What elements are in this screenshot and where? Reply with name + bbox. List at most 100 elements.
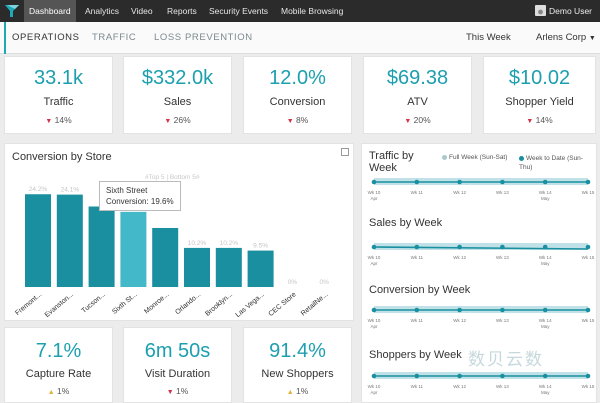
sales-line (373, 246, 589, 250)
kpi-change: ▼ 1% (124, 386, 231, 396)
top-nav: Dashboard Analytics Video Reports Securi… (0, 0, 600, 22)
kpi-value: 91.4% (269, 340, 326, 362)
kpi-change-value: 14% (54, 115, 72, 125)
category-label-1: Evanston... (44, 291, 75, 319)
sales-point-2 (457, 244, 462, 250)
bar-6 (215, 247, 242, 287)
kpi-card-new-shoppers[interactable]: 91.4% New Shoppers ▲ 1% (243, 327, 352, 403)
shoppers-week-label-5: Wk 15 (582, 384, 595, 389)
kpi-change-value: 1% (296, 386, 309, 396)
kpi-card-shopper-yield[interactable]: $10.02 Shopper Yield ▼ 14% (483, 56, 596, 134)
kpi-card-sales[interactable]: $332.0k Sales ▼ 26% (123, 56, 232, 134)
nav-mobile-browsing[interactable]: Mobile Browsing (281, 6, 344, 16)
kpi-label: ATV (407, 96, 428, 108)
shoppers-month-label-4: May (541, 390, 550, 395)
kpi-value: 7.1% (35, 340, 82, 362)
nav-analytics[interactable]: Analytics (85, 6, 120, 16)
watermark: 数贝云数 (468, 350, 544, 369)
category-label-8: CEC Store (268, 291, 298, 318)
arrow-down-icon: ▼ (166, 389, 174, 396)
bar-data-label-1: 24.1% (61, 187, 80, 194)
conversion-week-label-0: Wk 10 (368, 318, 381, 323)
nav-dashboard[interactable]: Dashboard (24, 0, 76, 22)
traffic-point-5 (585, 179, 591, 185)
nav-reports[interactable]: Reports (167, 6, 197, 16)
kpi-value: $332.0k (141, 67, 214, 89)
legend-full-week: Full Week (Sun-Sat) (442, 154, 507, 161)
user-menu[interactable]: Demo User (535, 0, 592, 22)
conversion-week-label-2: Wk 12 (453, 318, 466, 323)
bar-data-label-9: 0% (319, 279, 329, 286)
kpi-card-conversion[interactable]: 12.0% Conversion ▼ 8% (243, 56, 352, 134)
nav-video[interactable]: Video (131, 6, 153, 16)
bar-0 (25, 194, 51, 287)
kpi-change: ▼ 20% (364, 115, 471, 125)
tooltip-store: Sixth Street (106, 186, 148, 195)
conversion-point-1 (414, 307, 420, 313)
bar-data-label-5: 10.2% (188, 240, 207, 247)
kpi-card-capture-rate[interactable]: 7.1% Capture Rate ▲ 1% (4, 327, 113, 403)
kpi-value: $69.38 (386, 67, 449, 89)
arrow-down-icon: ▼ (164, 118, 172, 125)
traffic-week-label-3: Wk 13 (496, 190, 509, 195)
conversion-point-0 (371, 307, 377, 313)
kpi-label: New Shoppers (261, 368, 334, 380)
shoppers-by-week-title: Shoppers by Week (369, 349, 462, 361)
conversion-bar-chart: 24.2% Fremont... 24.1% Evanston... Tucson...… (14, 186, 330, 319)
arrow-down-icon: ▼ (45, 118, 53, 125)
chart-top-bottom-label: #Top 5 | Bottom 5# (145, 174, 200, 181)
kpi-value: 12.0% (269, 67, 326, 89)
traffic-point-3 (500, 179, 505, 185)
app-logo-icon[interactable] (4, 3, 20, 19)
traffic-point-0 (371, 179, 377, 185)
user-avatar-icon (535, 5, 547, 16)
arrow-down-icon: ▼ (404, 118, 412, 125)
tab-operations[interactable]: OPERATIONS (4, 22, 80, 54)
conversion-point-4 (542, 307, 548, 313)
legend-dot-icon (519, 155, 524, 161)
kpi-value: 6m 50s (144, 340, 211, 362)
shoppers-point-0 (371, 373, 377, 379)
kpi-change: ▲ 1% (244, 386, 351, 396)
period-selector[interactable]: This Week (466, 32, 511, 43)
tab-loss-prevention[interactable]: LOSS PREVENTION (154, 32, 253, 43)
category-label-6: Brooklyn... (204, 291, 234, 318)
bar-1 (56, 194, 83, 287)
conversion-week-label-4: Wk 14 (539, 318, 552, 323)
category-label-9: RetailNe... (300, 291, 330, 317)
bar-data-label-6: 10.2% (220, 240, 239, 247)
kpi-label: Capture Rate (25, 368, 92, 380)
chevron-down-icon: ▼ (588, 35, 596, 42)
traffic-week-label-1: Wk 11 (411, 190, 424, 195)
expand-icon[interactable] (341, 148, 349, 156)
trend-panels: Traffic by Week Full Week (Sun-Sat) Week… (361, 143, 597, 403)
kpi-label: Traffic (43, 96, 74, 108)
nav-security-events[interactable]: Security Events (209, 6, 269, 16)
sales-week-label-2: Wk 12 (453, 255, 466, 260)
kpi-card-visit-duration[interactable]: 6m 50s Visit Duration ▼ 1% (123, 327, 232, 403)
conversion-week-label-1: Wk 11 (411, 318, 424, 323)
shoppers-week-label-1: Wk 11 (411, 384, 424, 389)
kpi-value: 33.1k (34, 67, 83, 89)
tab-traffic[interactable]: TRAFFIC (92, 32, 137, 43)
conversion-point-2 (457, 307, 462, 313)
sales-point-0 (371, 244, 377, 250)
arrow-down-icon: ▼ (526, 118, 534, 125)
traffic-point-4 (542, 179, 548, 185)
org-selector[interactable]: Arlens Corp ▼ (536, 22, 596, 54)
traffic-month-label-4: May (541, 196, 550, 201)
conversion-week-label-5: Wk 15 (582, 318, 595, 323)
sales-point-5 (585, 244, 591, 250)
kpi-change: ▼ 8% (244, 115, 351, 125)
kpi-change-value: 1% (57, 386, 70, 396)
legend-label: Week to Date (Sun-Thu) (519, 155, 583, 171)
conversion-point-5 (585, 307, 591, 313)
category-label-5: Orlando... (174, 291, 202, 316)
traffic-week-label-0: Wk 10 (368, 190, 381, 195)
kpi-card-atv[interactable]: $69.38 ATV ▼ 20% (363, 56, 472, 134)
arrow-up-icon: ▲ (47, 389, 55, 396)
kpi-change-value: 20% (413, 115, 431, 125)
sales-by-week-title: Sales by Week (369, 217, 443, 229)
traffic-point-1 (414, 179, 420, 185)
kpi-card-traffic[interactable]: 33.1k Traffic ▼ 14% (4, 56, 113, 134)
